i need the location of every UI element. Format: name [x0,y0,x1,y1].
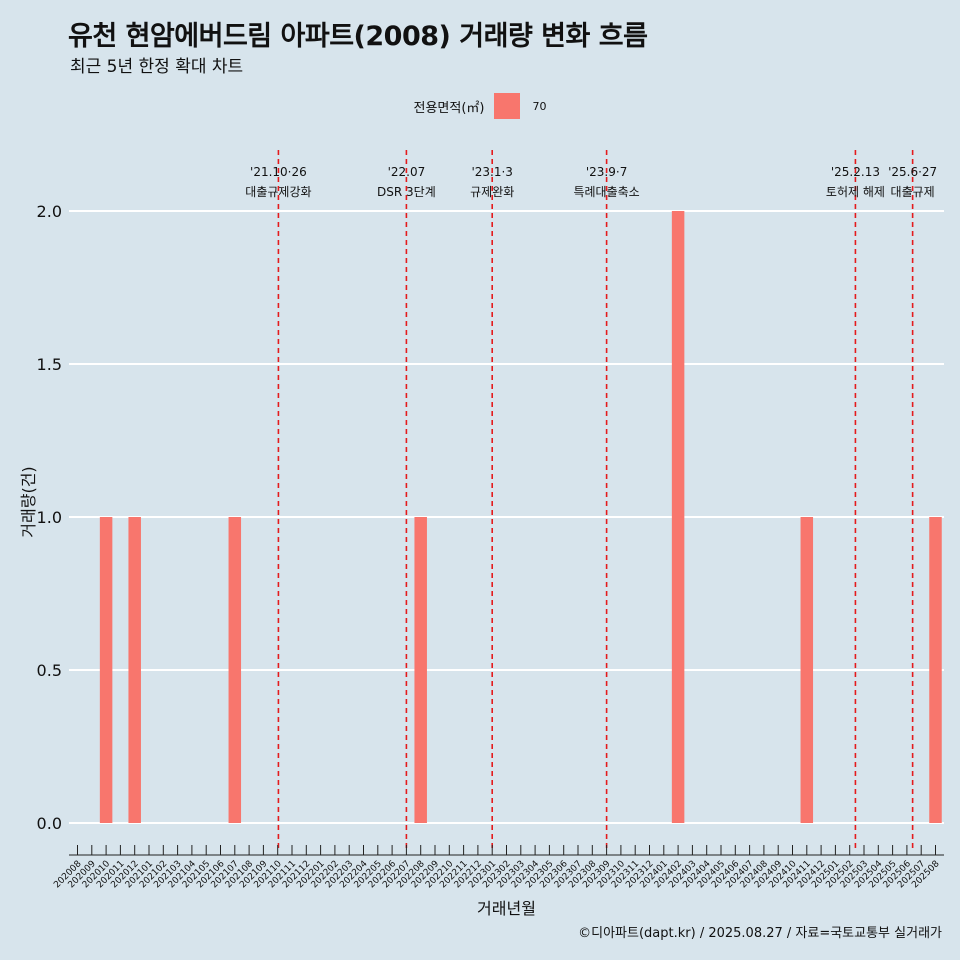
chart-subtitle: 최근 5년 한정 확대 차트 [70,57,244,77]
event-date-label: '21.10·26 [250,165,307,179]
bar [128,517,141,823]
y-tick-label: 1.0 [37,508,62,527]
y-tick-label: 0.0 [37,814,62,833]
event-date-label: '25.6·27 [888,165,937,179]
event-date-label: '22.07 [388,165,426,179]
bar [228,517,242,823]
event-label: 대출규제강화 [245,185,311,199]
y-axis-title: 거래량(건) [19,466,38,537]
bar [99,517,113,823]
x-axis-title: 거래년월 [477,899,536,918]
bar [414,517,427,823]
event-date-label: '23.1·3 [471,165,512,179]
event-label: 특례대출축소 [573,185,639,199]
event-label: 토허제 해제 [826,185,885,199]
event-label: 대출규제 [891,185,935,199]
legend-title: 전용면적(㎡) [413,100,485,116]
legend-label: 70 [532,99,547,113]
legend-color-key [494,93,521,119]
bar [800,517,814,823]
event-date-label: '23.9·7 [586,165,627,179]
chart-title: 유천 현암에버드림 아파트(2008) 거래량 변화 흐름 [68,21,648,52]
event-label: 규제완화 [470,185,514,199]
bar [671,211,685,823]
y-tick-label: 2.0 [37,202,62,221]
event-label: DSR 3단계 [377,185,436,199]
legend: 전용면적(㎡) 70 [0,93,960,119]
event-date-label: '25.2.13 [831,165,880,179]
y-tick-label: 0.5 [37,661,62,680]
y-tick-label: 1.5 [37,355,62,374]
source-caption: ©디아파트(dapt.kr) / 2025.08.27 / 자료=국토교통부 실… [578,926,942,941]
bar [929,517,942,823]
